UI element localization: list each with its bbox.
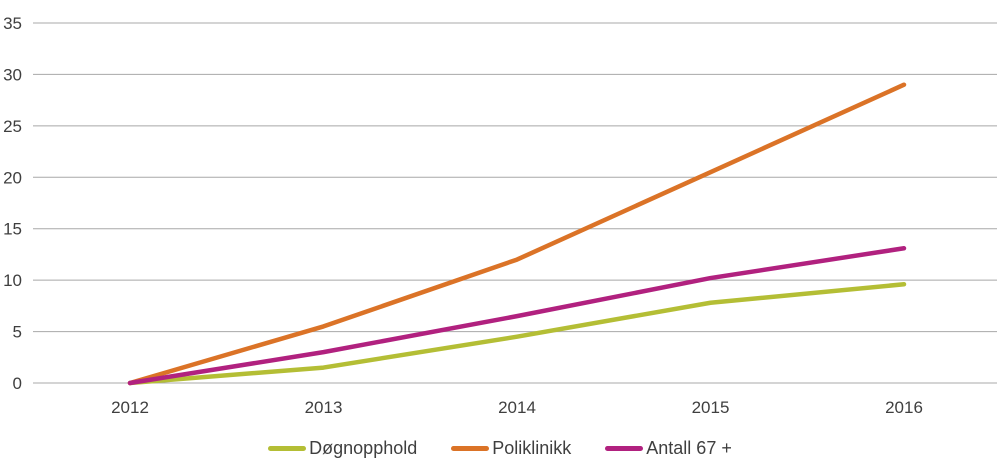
legend: Døgnopphold Poliklinikk Antall 67 + [0, 438, 1000, 459]
legend-label: Antall 67 + [646, 438, 732, 458]
x-tick-label: 2013 [305, 398, 343, 417]
x-tick-label: 2014 [498, 398, 536, 417]
y-tick-label: 25 [3, 117, 22, 136]
x-tick-label: 2012 [111, 398, 149, 417]
y-tick-label: 5 [13, 323, 22, 342]
series-line-antall-67 [127, 246, 907, 386]
y-tick-label: 15 [3, 220, 22, 239]
legend-label: Poliklinikk [492, 438, 572, 458]
legend-swatch-antall-67 [605, 446, 644, 451]
y-tick-label: 30 [3, 65, 22, 84]
y-tick-label: 20 [3, 168, 22, 187]
legend-label: Døgnopphold [309, 438, 418, 458]
y-tick-label: 35 [3, 14, 22, 33]
legend-item-antall-67: Antall 67 + [605, 438, 732, 459]
legend-swatch-poliklinikk [451, 446, 490, 451]
legend-swatch-d-gnopphold [268, 446, 307, 451]
y-tick-label: 10 [3, 271, 22, 290]
y-tick-label: 0 [13, 374, 22, 393]
legend-item-poliklinikk: Poliklinikk [451, 438, 571, 459]
series-line-d-gnopphold [127, 282, 907, 386]
x-tick-label: 2015 [692, 398, 730, 417]
legend-item-d-gnopphold: Døgnopphold [268, 438, 417, 459]
series-line-poliklinikk [127, 82, 907, 386]
x-tick-label: 2016 [885, 398, 923, 417]
